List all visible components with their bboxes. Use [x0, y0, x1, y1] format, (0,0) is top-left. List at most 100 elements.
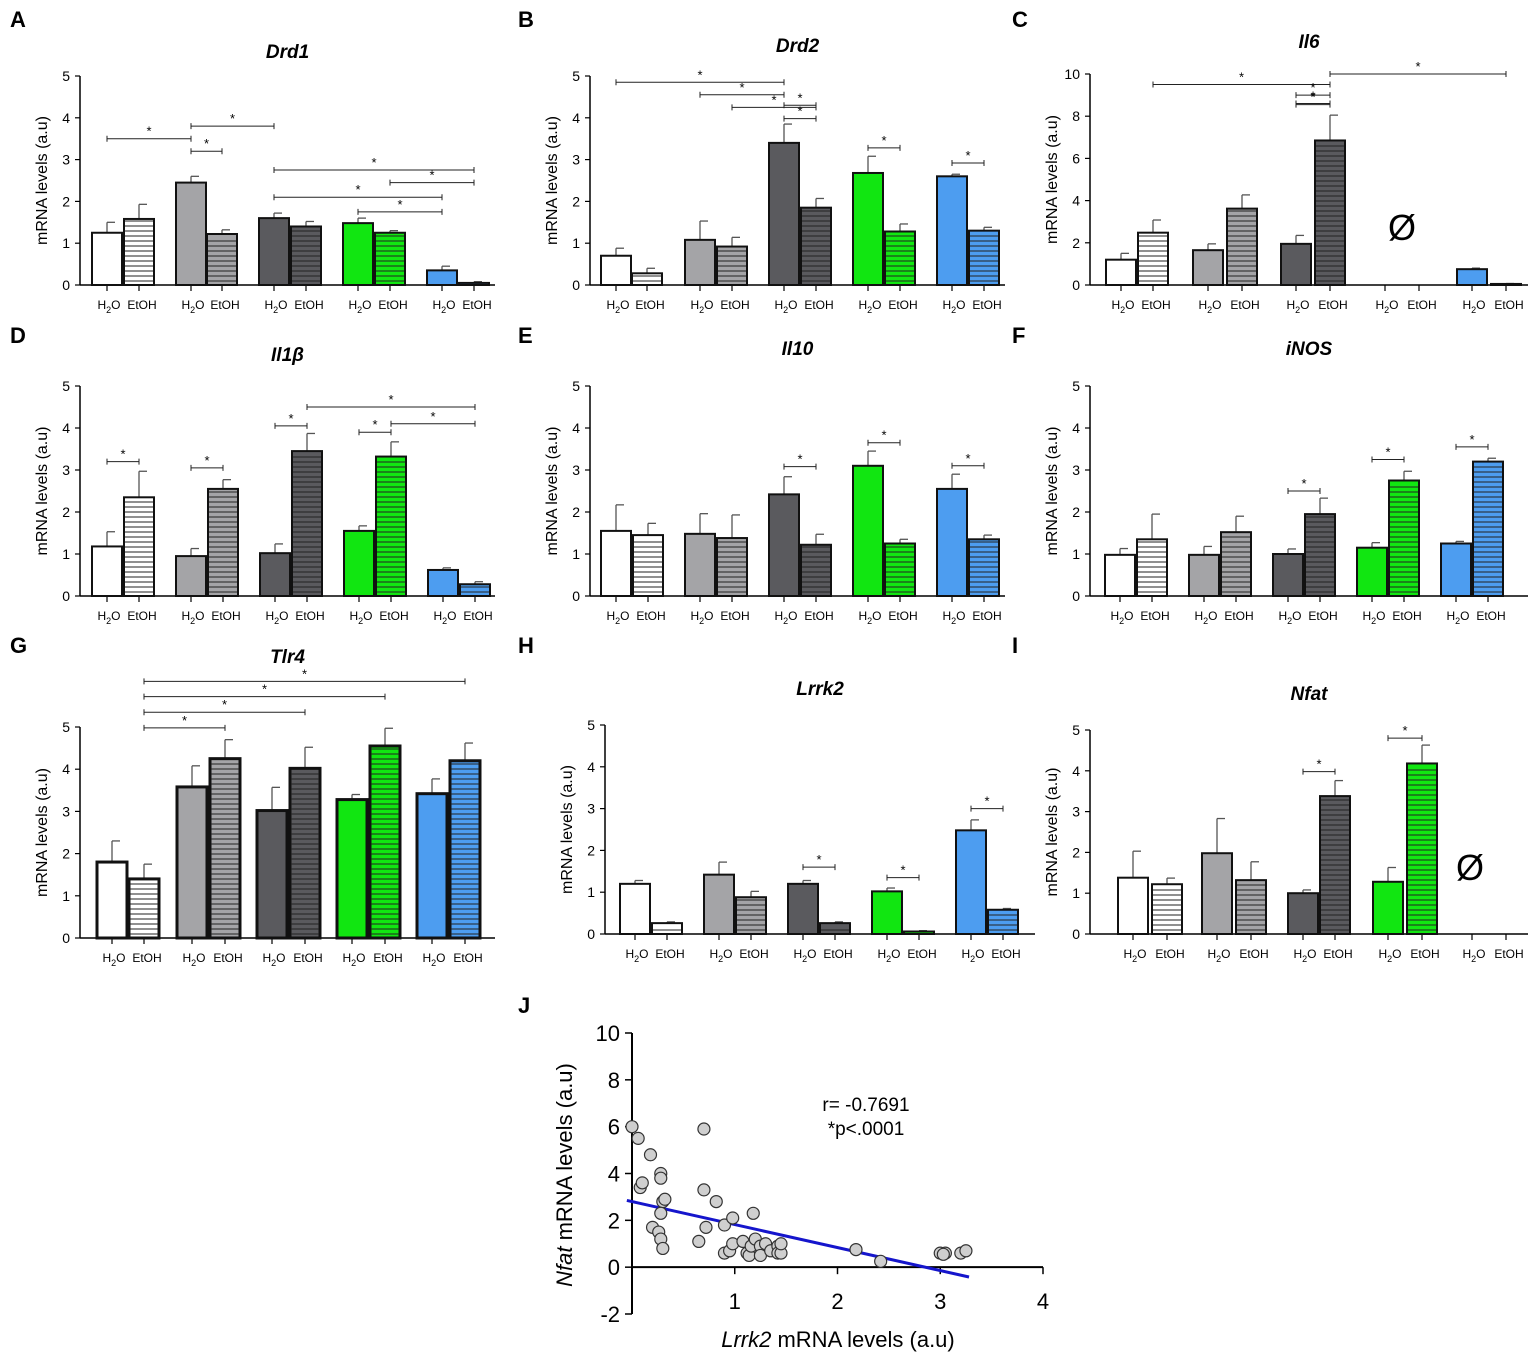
bar-hatch — [737, 899, 765, 931]
x-label-etoh: EtOH — [1323, 947, 1352, 961]
x-label-etoh: EtOH — [1318, 298, 1347, 312]
x-label-h2o-sub: 2 — [783, 305, 788, 315]
x-label-etoh: EtOH — [823, 947, 852, 961]
bar-hatch — [989, 914, 1017, 931]
x-label-etoh: EtOH — [378, 298, 407, 312]
x-label-etoh: EtOH — [1476, 609, 1505, 623]
x-label-h2o: H2O — [1462, 298, 1485, 315]
x-label-h2o-h: H — [1111, 298, 1120, 312]
bar-hatch — [1321, 799, 1349, 931]
bar-hatch — [886, 546, 914, 593]
y-tick-label: 8 — [608, 1068, 620, 1093]
y-tick-label: 4 — [572, 110, 580, 126]
y-tick-label: 5 — [572, 68, 580, 84]
data-point — [654, 1171, 668, 1185]
x-label-h2o-o: O — [956, 609, 965, 623]
chart-title: Tlr4 — [270, 647, 305, 668]
x-label-h2o-sub: 2 — [615, 305, 620, 315]
x-label-h2o-o: O — [788, 298, 797, 312]
x-label-h2o-sub: 2 — [190, 616, 195, 626]
y-tick-label: 5 — [1072, 722, 1080, 738]
y-tick-label: 3 — [1072, 462, 1080, 478]
x-label-h2o-o: O — [363, 609, 372, 623]
sig-star: * — [1239, 70, 1244, 85]
bar — [288, 766, 322, 940]
bar-hatch — [209, 491, 237, 593]
x-label-h2o-sub: 2 — [1287, 616, 1292, 626]
y-tick-label: 5 — [1072, 378, 1080, 394]
y-tick-label: 4 — [62, 761, 70, 777]
x-label-h2o: H2O — [1123, 947, 1146, 964]
x-label-etoh: EtOH — [1407, 298, 1436, 312]
x-label-h2o: H2O — [264, 298, 287, 315]
bar — [1235, 879, 1267, 935]
data-point — [936, 1247, 950, 1261]
x-label-etoh: EtOH — [972, 298, 1001, 312]
data-point — [635, 1176, 649, 1190]
y-tick-label: 6 — [1072, 150, 1080, 166]
bar — [600, 529, 632, 598]
bar-hatch — [293, 456, 321, 593]
y-axis-label: mRNA levels (a.u) — [559, 765, 576, 894]
sig-star: * — [1301, 476, 1306, 491]
x-label-h2o: H2O — [1286, 298, 1309, 315]
y-tick-label: 1 — [1072, 885, 1080, 901]
x-label-h2o-sub: 2 — [615, 616, 620, 626]
x-label-h2o-sub: 2 — [358, 616, 363, 626]
bar-hatch — [970, 541, 998, 593]
x-label-h2o: H2O — [1111, 298, 1134, 315]
x-label-h2o-sub: 2 — [867, 616, 872, 626]
x-label-etoh: EtOH — [720, 609, 749, 623]
x-label-h2o-h: H — [1207, 947, 1216, 961]
x-label-h2o-o: O — [704, 298, 713, 312]
data-point — [658, 1192, 672, 1206]
x-label-h2o-o: O — [1300, 298, 1309, 312]
x-label-h2o-h: H — [961, 947, 970, 961]
data-point — [697, 1122, 711, 1136]
y-tick-label: 1 — [572, 546, 580, 562]
x-label-h2o-h: H — [1194, 609, 1203, 623]
x-label-h2o-sub: 2 — [1384, 305, 1389, 315]
y-axis-label: Nfat mRNA levels (a.u) — [552, 1063, 577, 1287]
x-label-h2o: H2O — [690, 609, 713, 626]
y-tick-label: 0 — [62, 930, 70, 946]
x-label-h2o-sub: 2 — [699, 616, 704, 626]
y-tick-label: 5 — [587, 717, 595, 733]
bar — [631, 272, 663, 286]
x-label-etoh: EtOH — [1392, 609, 1421, 623]
x-label-h2o-o: O — [639, 947, 648, 961]
x-label-h2o: H2O — [690, 298, 713, 315]
x-label-etoh: EtOH — [463, 609, 492, 623]
x-label-h2o-o: O — [1389, 298, 1398, 312]
sig-star: * — [1385, 445, 1390, 460]
bar-hatch — [292, 230, 320, 282]
x-label-h2o-h: H — [1462, 947, 1471, 961]
y-tick-label: 4 — [62, 110, 70, 126]
y-axis-label: mRNA levels (a.u) — [544, 116, 561, 245]
y-tick-label: 6 — [608, 1115, 620, 1140]
x-label-etoh: EtOH — [655, 947, 684, 961]
bar-hatch — [1153, 889, 1181, 931]
panel-letter-J: J — [518, 993, 530, 1018]
data-point — [709, 1194, 723, 1209]
bar-hatch — [1316, 145, 1344, 282]
bar-hatch — [1138, 541, 1166, 593]
bar — [1105, 258, 1137, 286]
bar — [884, 542, 916, 597]
x-label-etoh: EtOH — [739, 947, 768, 961]
x-label-h2o-o: O — [1212, 298, 1221, 312]
x-label-h2o-h: H — [348, 298, 357, 312]
sig-star: * — [816, 852, 821, 867]
y-axis-label-gene: Nfat — [552, 1246, 577, 1287]
x-label-h2o: H2O — [606, 298, 629, 315]
x-label-h2o-o: O — [1392, 947, 1401, 961]
x-label-h2o-h: H — [1293, 947, 1302, 961]
x-label-h2o-sub: 2 — [970, 954, 975, 964]
sig-star: * — [355, 182, 360, 197]
bar-hatch — [633, 275, 661, 282]
bar — [703, 873, 735, 935]
x-label-etoh: EtOH — [462, 298, 491, 312]
